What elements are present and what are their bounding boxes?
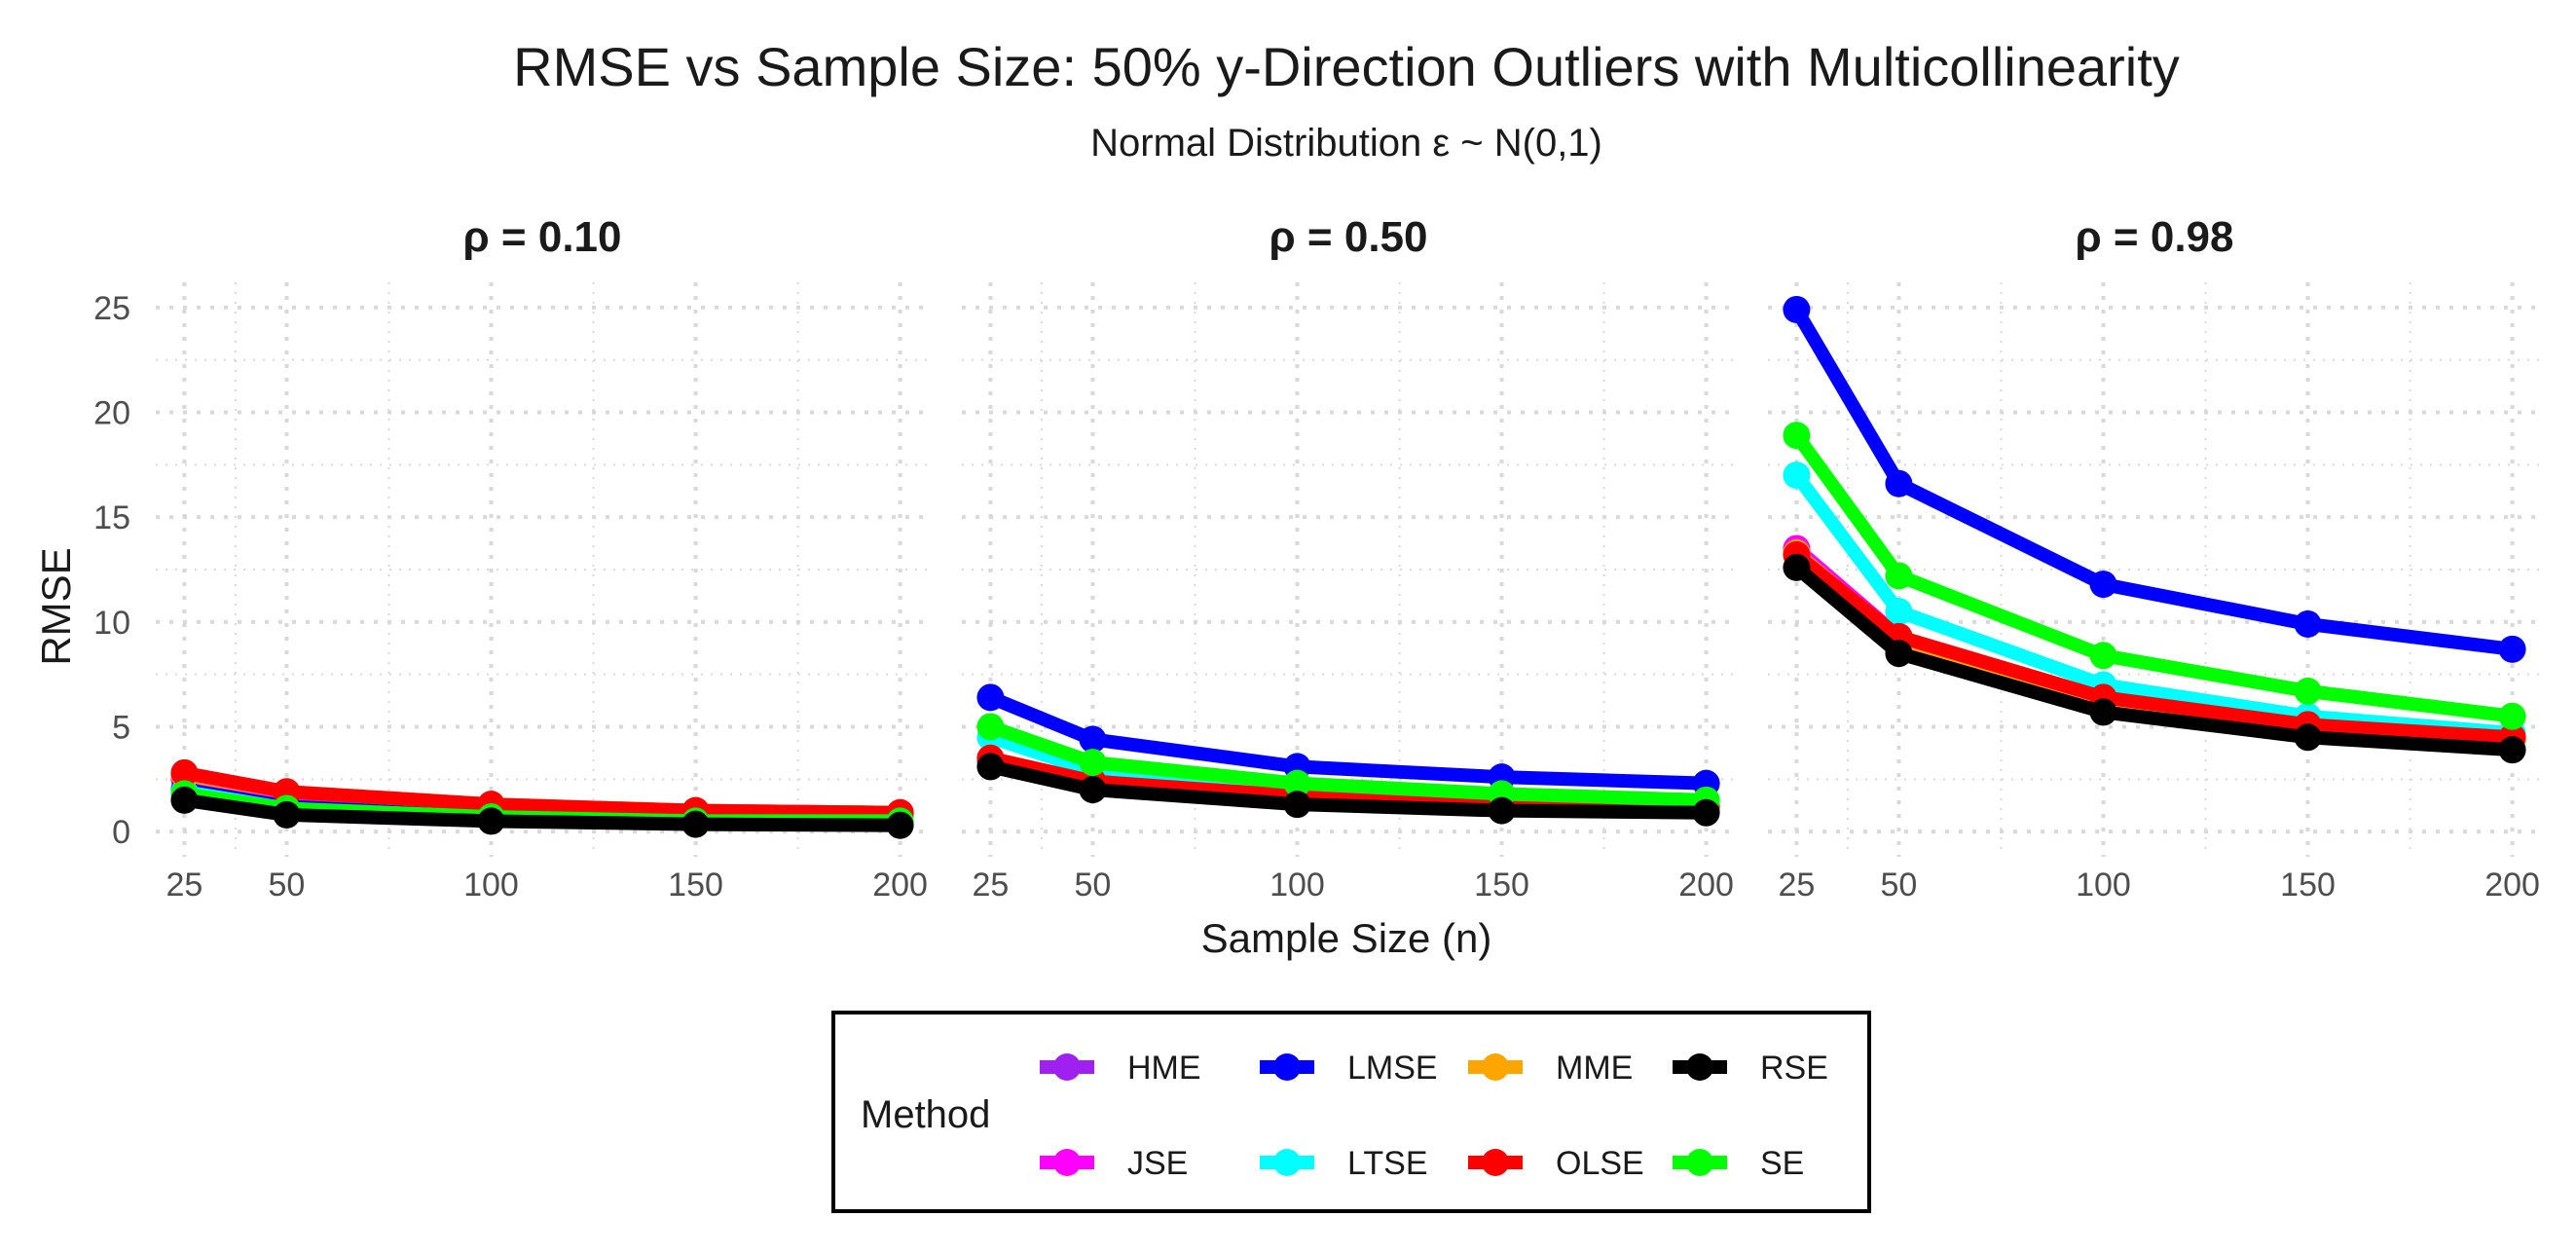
chart-title: RMSE vs Sample Size: 50% y-Direction Out…	[513, 36, 2180, 97]
x-tick-label: 150	[2280, 867, 2336, 904]
panel-1: ρ = 0.10 25 50 100 150 200 0 5 10 15 20 25	[93, 213, 929, 904]
legend-entries: HME LMSE MME RSE JSE LTSE OLSE SE	[1040, 1050, 1828, 1182]
legend-key-point	[1273, 1053, 1301, 1081]
y-axis-label: RMSE	[33, 547, 79, 665]
legend-key-point	[1686, 1149, 1713, 1176]
data-point-rse	[1488, 796, 1516, 825]
data-point-rse	[886, 811, 914, 839]
x-tick-label: 25	[166, 867, 202, 904]
y-tick-label: 15	[93, 499, 130, 536]
data-point-ltse	[1885, 598, 1913, 626]
data-point-rse	[1079, 776, 1107, 804]
y-tick-label: 0	[112, 814, 130, 851]
legend-entry-lmse: LMSE	[1260, 1050, 1438, 1087]
x-tick-label: 150	[668, 867, 723, 904]
y-tick-label: 25	[93, 290, 130, 327]
legend-entry-rse: RSE	[1673, 1050, 1828, 1087]
x-tick-label: 200	[872, 867, 928, 904]
legend-title: Method	[861, 1093, 990, 1136]
panel-title: ρ = 0.98	[2075, 213, 2233, 261]
series-lmse	[1783, 295, 2526, 663]
legend-entry-ltse: LTSE	[1260, 1145, 1428, 1182]
data-point-se	[1079, 749, 1107, 777]
y-tick-label: 5	[112, 709, 130, 746]
y-tick-label: 20	[93, 395, 130, 432]
x-tick-label: 100	[2076, 867, 2131, 904]
x-tick-label: 150	[1474, 867, 1529, 904]
data-point-rse	[1283, 791, 1311, 819]
data-point-lmse	[2089, 571, 2117, 599]
panel-2: ρ = 0.50 25 50 100 150 200	[962, 213, 1735, 904]
data-point-rse	[2294, 723, 2322, 752]
legend-label: JSE	[1127, 1145, 1188, 1182]
facet-panels: ρ = 0.10 25 50 100 150 200 0 5 10 15 20 25 ρ = 0.50 2…	[93, 213, 2541, 904]
legend-key-point	[1053, 1053, 1081, 1081]
data-point-rse	[1885, 640, 1913, 668]
x-tick-label: 50	[1075, 867, 1112, 904]
legend: Method HME LMSE MME RSE JSE LTSE OLSE SE	[831, 1011, 1871, 1213]
data-point-se	[1783, 422, 1811, 450]
legend-entry-jse: JSE	[1040, 1145, 1188, 1182]
data-point-se	[2089, 642, 2117, 670]
data-point-se	[1885, 562, 1913, 590]
data-point-rse	[477, 807, 505, 835]
legend-entry-mme: MME	[1468, 1050, 1633, 1087]
series-rse	[170, 786, 914, 839]
data-point-se	[2498, 702, 2526, 730]
series-se	[1783, 422, 2526, 730]
data-point-lmse	[1079, 725, 1107, 754]
legend-label: LMSE	[1347, 1050, 1438, 1087]
x-tick-label: 200	[1678, 867, 1734, 904]
x-axis-label: Sample Size (n)	[1201, 915, 1492, 961]
data-point-rse	[2089, 698, 2117, 726]
data-point-lmse	[976, 683, 1005, 712]
data-point-lmse	[2294, 609, 2322, 638]
data-point-rse	[1692, 798, 1720, 827]
legend-key-point	[1482, 1149, 1509, 1176]
panel-title: ρ = 0.10	[462, 213, 621, 261]
data-point-se	[976, 713, 1005, 741]
legend-key-point	[1053, 1149, 1081, 1176]
x-tick-label: 25	[972, 867, 1009, 904]
legend-entry-hme: HME	[1040, 1050, 1201, 1087]
data-point-lmse	[1885, 469, 1913, 498]
chart-subtitle: Normal Distribution ε ~ N(0,1)	[1090, 122, 1602, 165]
data-point-rse	[2498, 736, 2526, 764]
legend-entry-se: SE	[1673, 1145, 1804, 1182]
x-tick-label: 25	[1778, 867, 1815, 904]
data-point-se	[2294, 677, 2322, 705]
legend-key-point	[1686, 1053, 1713, 1081]
data-point-olse	[170, 758, 199, 787]
legend-key-point	[1482, 1053, 1509, 1081]
data-point-lmse	[1783, 295, 1811, 323]
y-tick-label: 10	[93, 605, 130, 642]
x-tick-label: 100	[1270, 867, 1325, 904]
legend-box	[831, 1011, 1871, 1213]
data-point-ltse	[1783, 461, 1811, 490]
legend-label: HME	[1127, 1050, 1201, 1087]
series-rse	[976, 753, 1720, 827]
x-tick-label: 200	[2484, 867, 2540, 904]
data-point-rse	[170, 786, 199, 814]
legend-label: LTSE	[1347, 1145, 1428, 1182]
panel-3: ρ = 0.98 25 50 100 150 200	[1768, 213, 2541, 904]
legend-entry-olse: OLSE	[1468, 1145, 1644, 1182]
legend-label: MME	[1556, 1050, 1633, 1087]
x-tick-label: 100	[463, 867, 519, 904]
legend-label: RSE	[1760, 1050, 1828, 1087]
data-point-rse	[1783, 553, 1811, 581]
panel-title: ρ = 0.50	[1269, 213, 1427, 261]
legend-key-point	[1273, 1149, 1301, 1176]
legend-label: OLSE	[1556, 1145, 1644, 1182]
data-point-lmse	[2498, 635, 2526, 663]
data-point-rse	[976, 753, 1005, 781]
data-point-rse	[681, 810, 710, 838]
x-tick-label: 50	[269, 867, 306, 904]
data-point-se	[1283, 769, 1311, 797]
legend-label: SE	[1760, 1145, 1804, 1182]
series-rse	[1783, 553, 2526, 764]
x-tick-label: 50	[1881, 867, 1918, 904]
data-point-rse	[273, 800, 301, 829]
